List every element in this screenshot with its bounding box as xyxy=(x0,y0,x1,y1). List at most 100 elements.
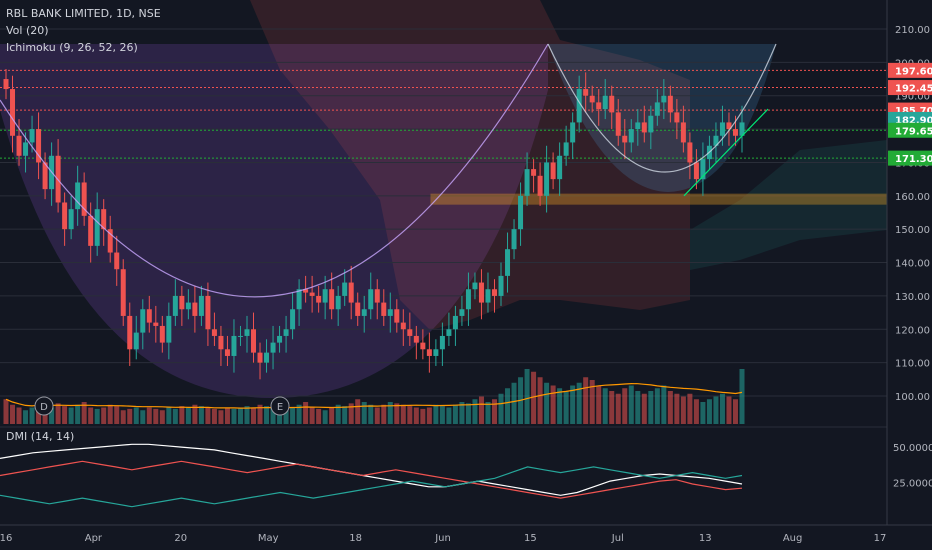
candle-body xyxy=(459,309,465,316)
candle-body xyxy=(732,129,738,136)
volume-legend[interactable]: Vol (20) xyxy=(6,24,49,37)
volume-bar xyxy=(251,407,257,424)
candle-body xyxy=(159,325,165,343)
candle-body xyxy=(583,89,589,96)
price-axis[interactable]: 210.00200.00190.00180.00170.00160.00150.… xyxy=(886,0,932,550)
volume-bars xyxy=(3,369,745,424)
candle-body xyxy=(101,209,107,230)
volume-bar xyxy=(101,407,107,424)
candle-body xyxy=(394,309,400,323)
candle-body xyxy=(29,129,35,143)
volume-bar xyxy=(88,407,94,424)
candle-body xyxy=(726,122,732,130)
candle-body xyxy=(264,352,270,363)
candle-body xyxy=(518,195,524,230)
candle-body xyxy=(198,295,204,316)
candle-body xyxy=(303,289,309,293)
candle-body xyxy=(94,209,100,246)
volume-bar xyxy=(290,407,296,424)
price-tick-label: 130.00 xyxy=(895,292,930,303)
volume-bar xyxy=(446,407,452,424)
candle-body xyxy=(205,295,211,330)
candle-body xyxy=(446,329,452,336)
volume-bar xyxy=(140,410,146,424)
volume-bar xyxy=(654,388,660,424)
time-tick-label: May xyxy=(258,533,279,544)
volume-bar xyxy=(198,406,204,424)
volume-bar xyxy=(413,407,419,424)
volume-bar xyxy=(316,408,322,424)
price-tick-label: 120.00 xyxy=(895,325,930,336)
volume-bar xyxy=(648,391,654,424)
candle-body xyxy=(88,215,94,246)
time-axis[interactable]: 16 Apr 20 May 18 Jun 15 Jul 13 Aug 17 xyxy=(0,524,932,550)
volume-bar xyxy=(62,406,68,424)
volume-bar xyxy=(472,399,478,424)
volume-bar xyxy=(719,393,725,424)
dmi-tick-label: 25.0000 xyxy=(893,479,932,490)
price-badge-label: 192.45 xyxy=(895,84,932,95)
price-badge-label: 171.30 xyxy=(895,154,932,165)
price-badge xyxy=(888,122,932,138)
dmi-tick-label: 50.0000 xyxy=(893,443,932,454)
candle-body xyxy=(153,322,159,326)
event-marker-label: D xyxy=(40,402,48,413)
volume-bar xyxy=(459,402,465,424)
volume-bar xyxy=(355,399,361,424)
volume-bar xyxy=(224,407,230,424)
candle-body xyxy=(498,275,504,296)
volume-bar xyxy=(570,385,576,424)
candle-body xyxy=(557,155,563,180)
volume-bar xyxy=(531,371,537,424)
candle-body xyxy=(654,102,660,116)
dmi-line xyxy=(0,460,743,499)
price-tick-label: 210.00 xyxy=(895,25,930,36)
volume-bar xyxy=(114,406,120,424)
volume-bar xyxy=(641,393,647,424)
price-tick-label: 150.00 xyxy=(895,225,930,236)
candle-body xyxy=(107,229,113,253)
volume-bar xyxy=(381,404,387,424)
time-tick-label: 16 xyxy=(0,533,12,544)
candle-body xyxy=(283,329,289,336)
time-tick-label: 18 xyxy=(349,533,362,544)
cup-shade xyxy=(0,44,548,399)
candle-body xyxy=(322,289,328,303)
event-marker[interactable] xyxy=(270,396,290,416)
volume-bar xyxy=(589,380,595,424)
volume-bar xyxy=(277,408,283,424)
volume-bar xyxy=(739,369,745,424)
volume-bar xyxy=(172,408,178,424)
price-badge-label: 197.60 xyxy=(895,66,932,77)
volume-bar xyxy=(387,402,393,424)
time-tick-label: 13 xyxy=(699,533,712,544)
event-marker-label: E xyxy=(277,402,283,413)
volume-bar xyxy=(348,403,354,424)
volume-bar xyxy=(309,407,315,424)
cup-and-handle-drawings xyxy=(0,43,932,428)
candle-body xyxy=(224,349,230,356)
volume-bar xyxy=(557,388,563,424)
event-marker[interactable] xyxy=(34,396,54,416)
volume-bar xyxy=(283,410,289,424)
candle-body xyxy=(36,129,42,163)
candle-body xyxy=(218,335,224,350)
candle-body xyxy=(3,79,9,90)
volume-bar xyxy=(244,406,250,424)
candle-body xyxy=(166,315,172,343)
volume-bar xyxy=(231,408,237,424)
dmi-legend[interactable]: DMI (14, 14) xyxy=(6,430,75,443)
candle-body xyxy=(687,142,693,163)
chart-title: RBL BANK LIMITED, 1D, NSE xyxy=(6,7,161,20)
price-badge-label: 182.90 xyxy=(895,115,932,126)
price-tick-label: 100.00 xyxy=(895,392,930,403)
volume-bar xyxy=(29,407,35,424)
ichimoku-legend[interactable]: Ichimoku (9, 26, 52, 26) xyxy=(6,41,138,54)
candle-body xyxy=(381,302,387,316)
volume-bar xyxy=(296,404,302,424)
volume-bar xyxy=(322,410,328,424)
dmi-line xyxy=(0,443,743,496)
candle-body xyxy=(511,229,517,250)
